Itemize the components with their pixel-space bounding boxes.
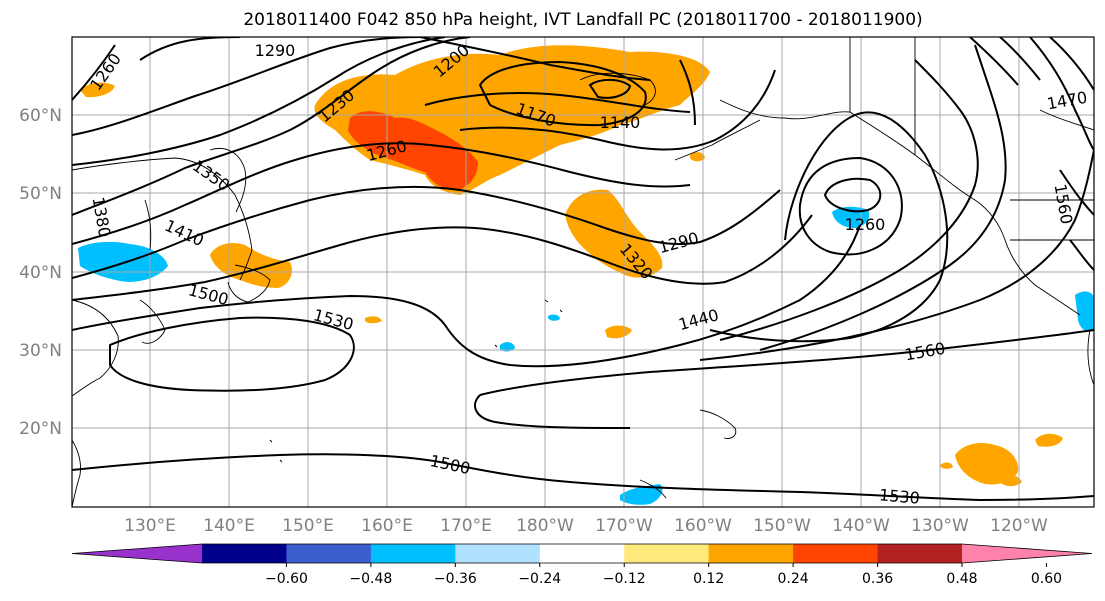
colorbar-tick-label: 0.60	[1031, 571, 1062, 587]
lat-label: 40°N	[19, 263, 62, 283]
colorbar-tick-label: −0.12	[603, 571, 646, 587]
colorbar-outline	[71, 543, 1093, 564]
contour-label: 1290	[255, 41, 296, 60]
colorbar-segment	[455, 544, 541, 563]
colorbar-ticks: −0.60 −0.48 −0.36 −0.24 −0.12 0.12 0.24 0.36 0.4…	[265, 563, 1062, 587]
cyan-region-small1	[500, 342, 515, 352]
lat-label: 30°N	[19, 341, 62, 361]
lon-label: 150°W	[753, 516, 811, 536]
colorbar-segment	[708, 544, 794, 563]
lon-label: 170°W	[595, 516, 653, 536]
lon-label: 140°W	[832, 516, 890, 536]
lat-label: 60°N	[19, 106, 62, 126]
orange-region-se1	[955, 443, 1019, 485]
orange-region-se2	[1035, 433, 1063, 447]
orange-region-small2	[365, 316, 382, 324]
lon-label: 130°W	[911, 516, 969, 536]
orange-region-small1	[605, 325, 632, 339]
colorbar-segment	[202, 544, 287, 563]
lon-label: 160°E	[361, 516, 413, 536]
colorbar-segment	[539, 544, 625, 563]
colorbar-tick-label: 0.48	[946, 571, 977, 587]
figure-title: 2018011400 F042 850 hPa height, IVT Land…	[243, 10, 922, 30]
colorbar-segment	[370, 544, 456, 563]
orange-region-japan	[210, 243, 292, 288]
colorbar-segment	[962, 544, 1092, 563]
colorbar-tick-label: −0.36	[434, 571, 477, 587]
red-region-north	[348, 111, 478, 190]
height-contours	[72, 37, 1094, 502]
colorbar	[71, 543, 1093, 564]
lon-label: 150°E	[282, 516, 334, 536]
orange-region-alaska-tip	[690, 152, 705, 162]
contour-label: 1530	[878, 485, 920, 507]
lon-label: 140°E	[203, 516, 255, 536]
colorbar-tick-label: 0.24	[778, 571, 809, 587]
lon-label: 170°E	[440, 516, 492, 536]
lat-label: 50°N	[19, 184, 62, 204]
lon-label: 160°W	[674, 516, 732, 536]
orange-region-se4	[1000, 474, 1022, 487]
colorbar-tick-label: −0.24	[518, 571, 561, 587]
lat-label: 20°N	[19, 419, 62, 439]
orange-region-nw	[80, 82, 115, 98]
colorbar-segment	[877, 544, 963, 563]
lon-label: 120°W	[990, 516, 1048, 536]
colorbar-tick-label: −0.60	[265, 571, 308, 587]
lon-label: 130°E	[124, 516, 176, 536]
colorbar-segment	[286, 544, 372, 563]
orange-region-se3	[940, 462, 953, 469]
latitude-labels: 60°N 50°N 40°N 30°N 20°N	[19, 106, 62, 439]
cyan-region-small2	[548, 314, 560, 321]
contour-label: 1260	[845, 215, 886, 234]
lon-label: 180°W	[516, 516, 574, 536]
colorbar-tick-label: 0.12	[693, 571, 724, 587]
orange-region-central	[565, 189, 663, 278]
colorbar-tick-label: −0.48	[349, 571, 392, 587]
colorbar-tick-label: 0.36	[862, 571, 893, 587]
colorbar-segment	[72, 544, 202, 563]
cyan-region-south	[620, 484, 663, 505]
cyan-region-east	[1075, 291, 1094, 332]
colorbar-segment	[624, 544, 710, 563]
coastlines	[72, 37, 1094, 507]
map-border	[71, 36, 1095, 508]
colorbar-segment	[793, 544, 879, 563]
longitude-labels: 130°E 140°E 150°E 160°E 170°E 180°W 170°…	[124, 516, 1048, 536]
contour-label: 1140	[600, 113, 641, 132]
